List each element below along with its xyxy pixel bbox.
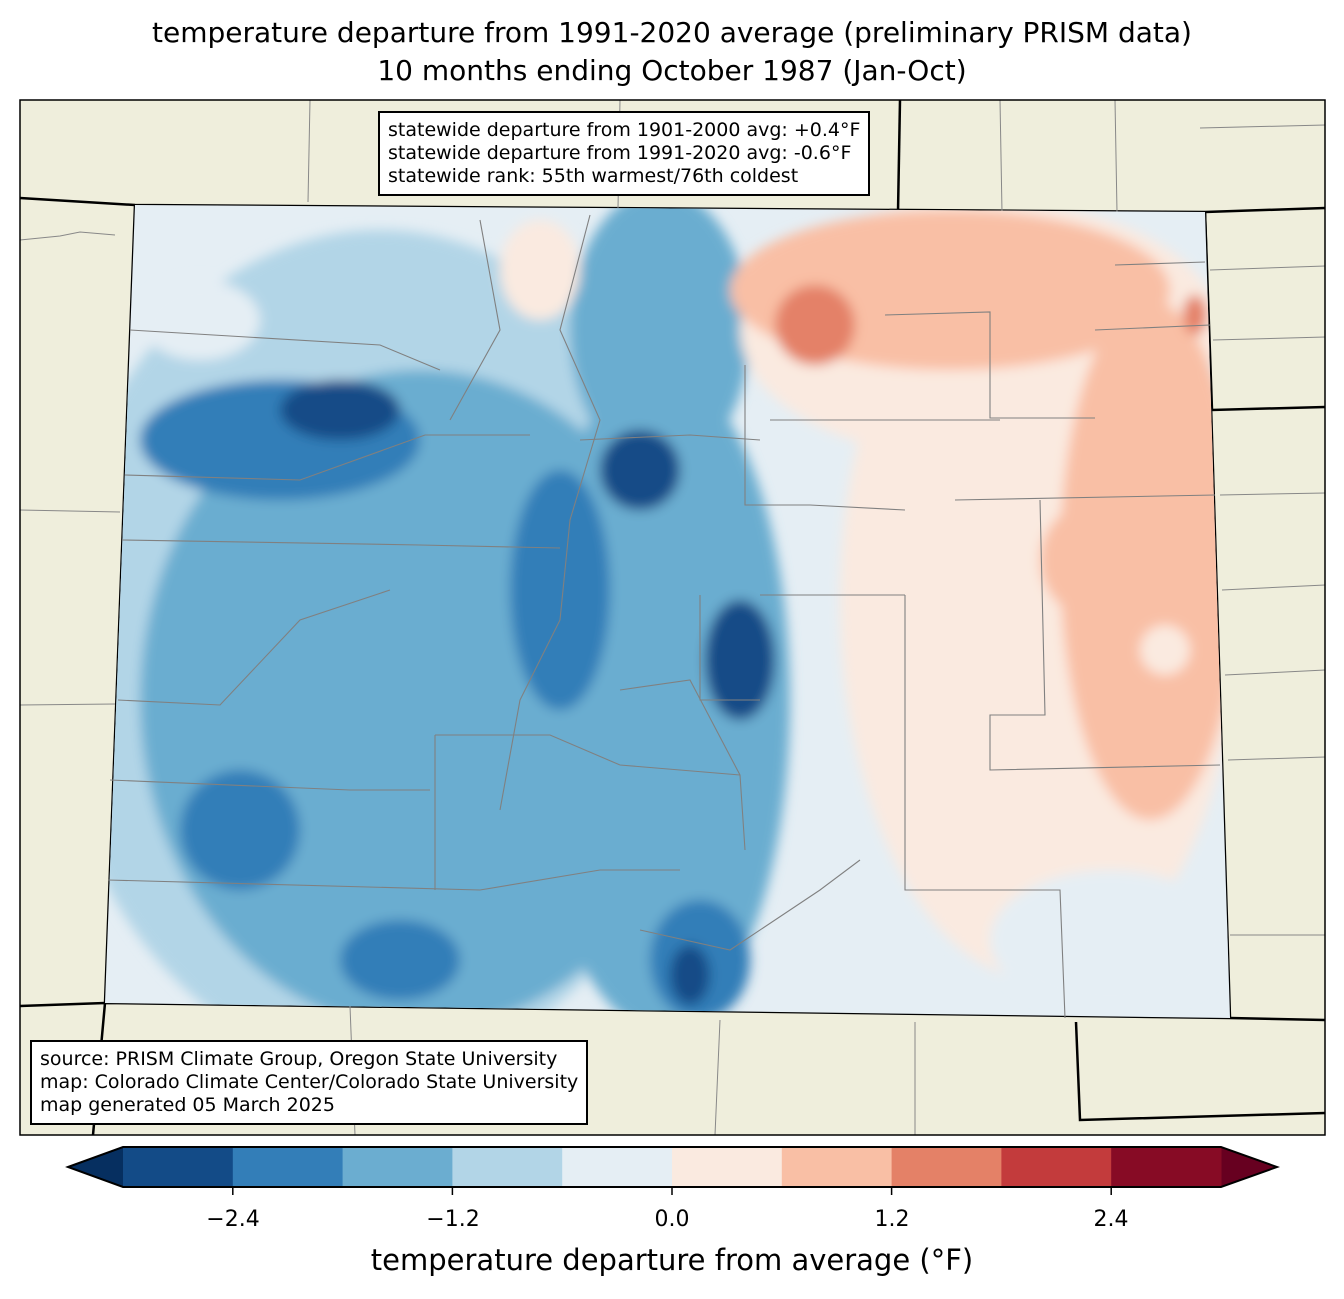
- colorbar-bin: [672, 1147, 783, 1187]
- stats-departure-1991-2020: statewide departure from 1991-2020 avg: …: [388, 142, 852, 164]
- colorbar-under-arrow: [68, 1147, 123, 1187]
- colorbar-bin: [1111, 1147, 1222, 1187]
- colorbar-bin: [562, 1147, 673, 1187]
- stats-rank: statewide rank: 55th warmest/76th coldes…: [388, 165, 799, 187]
- colorbar-bin: [452, 1147, 563, 1187]
- source-prism: source: PRISM Climate Group, Oregon Stat…: [40, 1048, 558, 1070]
- map-subtitle: 10 months ending October 1987 (Jan-Oct): [377, 54, 967, 87]
- colorbar: [65, 1146, 1280, 1195]
- source-map: map: Colorado Climate Center/Colorado St…: [40, 1071, 579, 1093]
- colorbar-bin: [1001, 1147, 1112, 1187]
- map-title: temperature departure from 1991-2020 ave…: [152, 16, 1192, 49]
- colorbar-over-arrow: [1221, 1147, 1277, 1187]
- colorbar-outline: [65, 1146, 1280, 1188]
- colorbar-bin: [781, 1147, 893, 1187]
- statewide-stats-box: statewide departure from 1901-2000 avg: …: [378, 111, 871, 196]
- colorbar-bin: [891, 1147, 1002, 1187]
- colorbar-label: temperature departure from average (°F): [370, 1243, 974, 1277]
- stats-departure-1901-2000: statewide departure from 1901-2000 avg: …: [388, 119, 861, 141]
- colorbar-tick-label: 0.0: [654, 1207, 690, 1232]
- colorbar-tick-label: −2.4: [206, 1207, 260, 1232]
- county-lines: [107, 214, 1221, 1019]
- colorbar-tick-label: 2.4: [1093, 1207, 1129, 1232]
- source-generated-date: map generated 05 March 2025: [40, 1094, 335, 1116]
- map-frame: [19, 99, 1326, 1136]
- source-box: source: PRISM Climate Group, Oregon Stat…: [30, 1040, 589, 1125]
- colorbar-bin: [232, 1147, 344, 1187]
- colorbar-tick-label: −1.2: [426, 1207, 480, 1232]
- colorbar-tick-label: 1.2: [874, 1207, 910, 1232]
- colorbar-bin: [123, 1147, 234, 1187]
- colorbar-bin: [342, 1147, 453, 1187]
